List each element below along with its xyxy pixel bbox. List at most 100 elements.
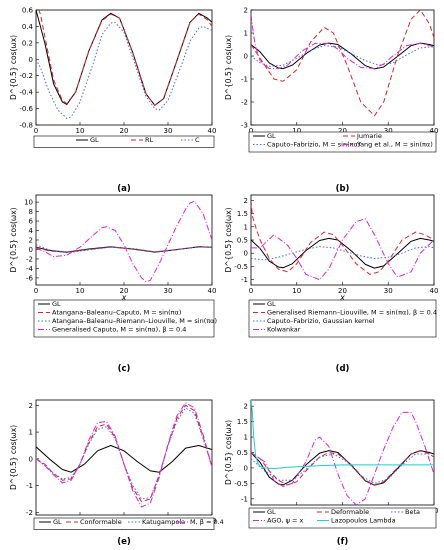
series-line (251, 218, 434, 281)
series-line (251, 45, 434, 67)
y-tick-label: 0 (244, 464, 248, 472)
panel-caption: (f) (337, 537, 349, 547)
legend-label: Lazopoulos Lambda (331, 517, 396, 525)
y-tick-label: 0 (29, 455, 33, 463)
series-line (36, 21, 212, 119)
y-tick-label: -2 (26, 509, 33, 517)
y-tick-label: 0 (244, 53, 248, 61)
y-tick-label: 0 (29, 246, 33, 254)
x-tick-label: 10 (76, 127, 85, 135)
y-tick-label: 0.5 (237, 237, 248, 245)
x-tick-label: 20 (338, 127, 347, 135)
plot-frame (250, 9, 435, 126)
series-line (251, 14, 434, 70)
y-tick-label: 0.5 (237, 449, 248, 457)
legend-box (248, 131, 437, 153)
y-axis-label: D^{0.5} cos(ωx) (9, 207, 18, 272)
x-tick-label: 30 (384, 127, 393, 135)
y-tick-label: -0.6 (19, 105, 33, 113)
legend-label: RL (145, 136, 154, 144)
legend-label: Caputo–Fabrizio, Gaussian kernel (267, 317, 375, 325)
y-tick-label: -1 (241, 276, 248, 284)
y-tick-label: -0.8 (19, 122, 33, 130)
y-tick-label: 0.6 (22, 7, 34, 15)
y-tick-label: 2 (244, 7, 248, 15)
panel-caption: (d) (336, 364, 350, 374)
series-line (251, 411, 434, 505)
y-tick-label: 8 (29, 208, 33, 216)
series-line (251, 450, 434, 486)
series-group (251, 10, 434, 117)
y-tick-label: -2 (26, 255, 33, 263)
y-tick-label: 4 (29, 227, 34, 235)
panel-caption: (c) (118, 364, 131, 374)
series-line (251, 246, 434, 261)
series-group (36, 402, 212, 508)
x-tick-label: 30 (164, 127, 173, 135)
y-tick-label: 10 (24, 199, 33, 207)
y-axis-label: D^{0.5} cos(ωx) (224, 420, 233, 485)
legend-label: GL (90, 136, 99, 144)
legend-label: Atangana–Baleanu–Riemann–Liouville, M = … (52, 317, 217, 325)
series-line (36, 407, 212, 500)
y-tick-label: -0.5 (234, 263, 248, 271)
y-tick-label: 0 (244, 250, 248, 258)
y-tick-label: 0.2 (22, 39, 33, 47)
legend-label: Caputo–Fabrizio, M = sin(πα) (267, 141, 360, 149)
chart-panel: 010203040-0.8-0.6-0.4-0.200.20.40.6xD^{0… (9, 7, 216, 195)
legend-label: GL (267, 508, 276, 516)
legend-label: GL (267, 132, 276, 140)
y-tick-label: 2 (29, 237, 33, 245)
legend-label: GL (267, 300, 276, 308)
plot-frame (35, 399, 213, 516)
legend-label: GL (53, 518, 62, 526)
series-group (251, 400, 434, 505)
x-tick-label: 0 (249, 127, 253, 135)
y-tick-label: 1 (244, 223, 248, 231)
y-axis-label: D^{0.5} cos(ωx) (224, 207, 233, 272)
y-tick-label: -1 (26, 482, 33, 490)
y-axis-label: D^{0.5} cos(ωx) (224, 35, 233, 100)
legend-box (33, 299, 215, 338)
series-line (36, 246, 212, 253)
series-group (36, 10, 212, 119)
x-tick-label: 30 (164, 287, 173, 295)
series-group (36, 200, 212, 283)
y-tick-label: -0.4 (19, 89, 33, 97)
series-line (36, 402, 212, 508)
series-group (251, 200, 434, 281)
legend-label: Deformable (331, 508, 369, 516)
y-tick-label: 1.5 (237, 210, 248, 218)
plot-frame (35, 9, 213, 126)
legend-label: C (195, 136, 200, 144)
y-tick-label: 1 (29, 429, 33, 437)
legend-box (33, 135, 215, 148)
y-tick-label: -3 (241, 122, 248, 130)
series-line (251, 453, 434, 484)
x-tick-label: 20 (338, 287, 347, 295)
x-tick-label: 0 (34, 127, 38, 135)
legend-box (33, 517, 215, 530)
legend-label: Generalised Caputo, M = sin(πα), β = 0.4 (52, 326, 186, 334)
legend-box (248, 299, 437, 338)
y-tick-label: 1 (244, 30, 248, 38)
y-tick-label: -1 (241, 495, 248, 503)
series-line (251, 10, 434, 117)
y-tick-label: 1 (244, 434, 248, 442)
series-line (36, 200, 212, 283)
panel-caption: (b) (336, 184, 350, 194)
series-line (36, 445, 212, 473)
y-tick-label: -0.2 (19, 72, 33, 80)
y-tick-label: -1 (241, 76, 248, 84)
x-axis-label: x (339, 293, 345, 302)
y-tick-label: 6 (29, 218, 34, 226)
x-axis-label: x (121, 293, 127, 302)
x-tick-label: 0 (249, 287, 253, 295)
y-tick-label: 2 (29, 402, 33, 410)
panel-caption: (a) (117, 184, 131, 194)
x-tick-label: 10 (292, 127, 301, 135)
